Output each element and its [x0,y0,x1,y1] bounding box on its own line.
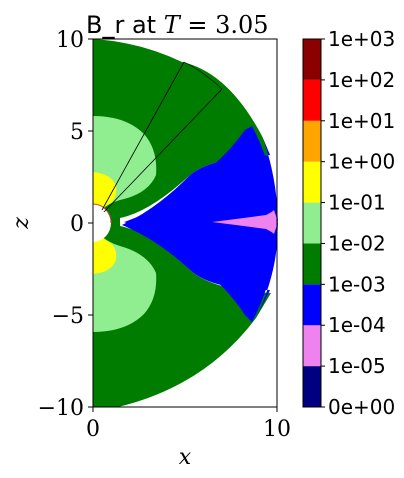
inner-boundary [93,204,111,242]
inner-boundary-edge [92,203,112,224]
plot-area [92,38,278,408]
region-1e-04-fill [124,126,278,322]
title-value: 3.05 [215,11,268,39]
colorbar-tick-label: 1e+02 [328,68,395,92]
title-prefix: B_r at [86,11,164,39]
x-tick-label: 10 [263,417,291,442]
colorbar-level-1e+02 [303,39,321,80]
colorbar-level-1e+00 [303,120,321,162]
y-tick-label: −5 [52,304,84,329]
colorbar-level-1e-02 [303,202,321,244]
colorbar-level-1e-05 [303,325,321,367]
y-tick-label: 0 [70,212,84,237]
colorbar-tick-label: 1e+00 [328,150,395,174]
svg-text:B_r at T = 3.05: B_r at T = 3.05 [86,11,269,39]
colorbar-level-1e-04 [303,284,321,326]
x-axis-label: x [179,445,192,470]
colorbar-tick-label: 1e+01 [328,109,395,133]
chart-title: B_r at T = 3.05 [86,11,269,39]
x-tick-label: 0 [86,417,100,442]
colorbar-tick-label: 1e+03 [328,27,395,51]
colorbar-tick-label: 1e-04 [328,313,386,337]
field-line-3 [183,61,223,90]
colorbar-level-1e-01 [303,161,321,203]
field-line-2 [103,88,223,213]
colorbar-tick-label: 1e-03 [328,272,386,296]
title-relation: = [180,11,215,39]
region-1e-05-level [212,210,278,234]
y-axis-label: z [9,217,34,230]
x-axis: 0 10 [86,407,291,442]
y-tick-label: 5 [70,120,84,145]
colorbar-level-1e-03 [303,243,321,285]
y-tick-label: 10 [56,28,84,53]
colorbar-level-1e+01 [303,79,321,121]
y-tick-label: −10 [38,396,84,421]
field-line-1 [101,61,185,211]
colorbar-tick-label: 1e-02 [328,231,386,255]
colorbar: 0e+00 1e-05 1e-04 1e-03 1e-02 1e-01 1e+00 1e+01… [302,27,395,419]
title-variable: T [164,11,182,39]
colorbar-tick-label: 1e-01 [328,191,386,215]
colorbar-level-0e+00 [303,366,321,407]
y-axis: 10 5 0 −5 −10 [38,28,93,421]
region-1e-01-level-lower [93,232,117,274]
colorbar-frame [302,38,322,408]
region-1e-01-level-upper [93,172,117,214]
colorbar-tick-label: 1e-05 [328,354,386,378]
colorbar-tick-label: 0e+00 [328,395,395,419]
